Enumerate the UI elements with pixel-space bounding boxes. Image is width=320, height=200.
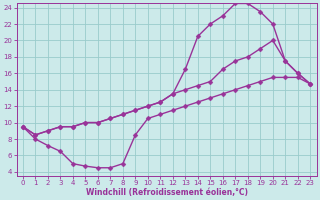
X-axis label: Windchill (Refroidissement éolien,°C): Windchill (Refroidissement éolien,°C) xyxy=(85,188,248,197)
